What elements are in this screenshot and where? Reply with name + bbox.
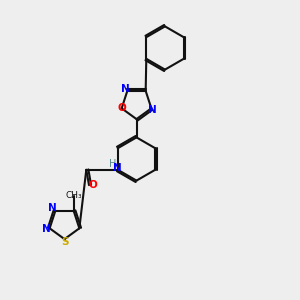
Text: N: N [113, 163, 122, 173]
Text: N: N [42, 224, 50, 234]
Text: O: O [89, 180, 98, 190]
Text: N: N [48, 203, 57, 214]
Text: O: O [117, 103, 126, 113]
Text: H: H [109, 159, 116, 170]
Text: N: N [148, 105, 157, 115]
Text: S: S [61, 237, 68, 247]
Text: N: N [122, 84, 130, 94]
Text: CH₃: CH₃ [65, 191, 82, 200]
